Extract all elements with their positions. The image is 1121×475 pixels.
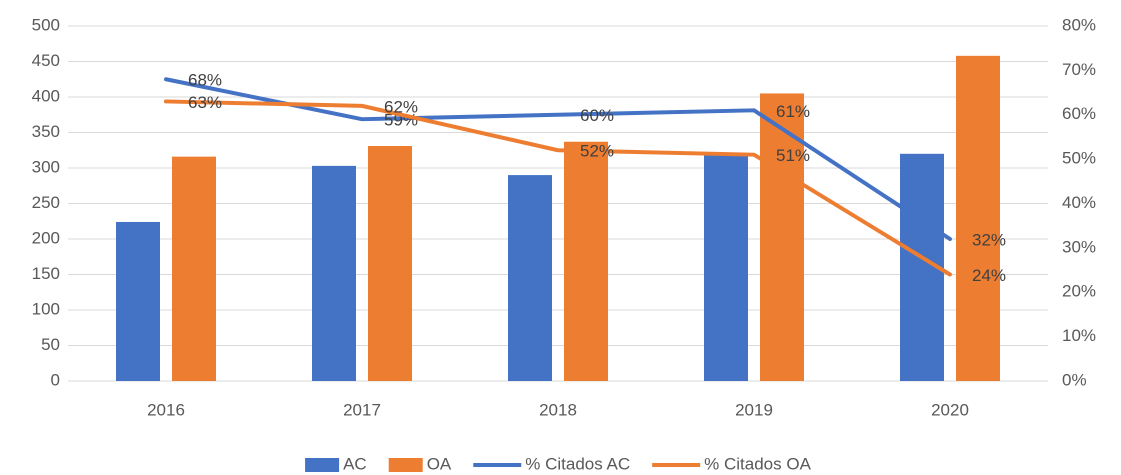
data-label: 63%	[188, 93, 222, 112]
x-tick-label: 2018	[539, 400, 577, 419]
y2-tick-label: 10%	[1062, 326, 1096, 345]
bar	[116, 221, 160, 381]
bar	[760, 93, 804, 381]
data-label: 24%	[972, 266, 1006, 285]
bar	[956, 55, 1000, 381]
y-tick-label: 300	[32, 157, 60, 176]
y2-tick-label: 0%	[1062, 370, 1087, 389]
y-tick-label: 100	[32, 299, 60, 318]
x-tick-label: 2016	[147, 400, 185, 419]
legend-label: AC	[343, 454, 367, 473]
x-tick-label: 2019	[735, 400, 773, 419]
y-tick-label: 500	[32, 15, 60, 34]
data-label: 61%	[776, 102, 810, 121]
legend-label: OA	[427, 454, 452, 473]
data-label: 52%	[580, 142, 614, 161]
bar	[704, 153, 748, 381]
y2-tick-label: 30%	[1062, 237, 1096, 256]
y-tick-label: 200	[32, 228, 60, 247]
legend-swatch	[305, 458, 340, 472]
bar	[368, 145, 412, 381]
y-tick-label: 450	[32, 51, 60, 70]
y-tick-label: 250	[32, 193, 60, 212]
y-tick-label: 400	[32, 86, 60, 105]
x-tick-label: 2017	[343, 400, 381, 419]
y2-tick-label: 60%	[1062, 104, 1096, 123]
legend-label: % Citados OA	[704, 454, 811, 473]
bar	[508, 175, 552, 381]
data-label: 32%	[972, 230, 1006, 249]
data-label: 68%	[188, 71, 222, 90]
y2-tick-label: 20%	[1062, 282, 1096, 301]
bar	[172, 156, 216, 381]
data-label: 62%	[384, 97, 418, 116]
y-tick-label: 0	[51, 370, 60, 389]
y-tick-label: 350	[32, 122, 60, 141]
y2-tick-label: 40%	[1062, 193, 1096, 212]
y2-tick-label: 80%	[1062, 15, 1096, 34]
y2-tick-label: 50%	[1062, 149, 1096, 168]
line-series	[164, 99, 952, 277]
x-tick-label: 2020	[931, 400, 969, 419]
legend-label: % Citados AC	[525, 454, 630, 473]
data-label: 60%	[580, 106, 614, 125]
bar	[312, 165, 356, 381]
bar	[564, 141, 608, 381]
y2-tick-label: 70%	[1062, 60, 1096, 79]
y-tick-label: 50	[41, 335, 60, 354]
legend-swatch	[388, 458, 423, 472]
y-tick-label: 150	[32, 264, 60, 283]
data-label: 51%	[776, 146, 810, 165]
